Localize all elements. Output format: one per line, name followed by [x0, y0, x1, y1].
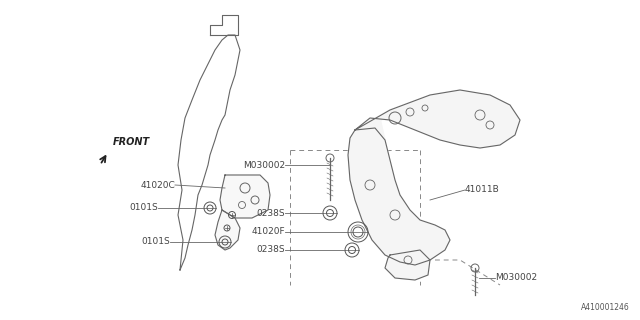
- Text: 0101S: 0101S: [129, 204, 158, 212]
- Text: 41020C: 41020C: [140, 180, 175, 189]
- Text: 0238S: 0238S: [257, 245, 285, 254]
- Text: 0101S: 0101S: [141, 237, 170, 246]
- Text: A410001246: A410001246: [581, 303, 630, 312]
- Text: FRONT: FRONT: [113, 137, 150, 147]
- Polygon shape: [220, 175, 270, 218]
- Text: M030002: M030002: [495, 274, 537, 283]
- Polygon shape: [385, 250, 430, 280]
- Text: M030002: M030002: [243, 161, 285, 170]
- Polygon shape: [215, 210, 240, 250]
- Polygon shape: [348, 128, 450, 265]
- Text: 41011B: 41011B: [465, 186, 500, 195]
- Polygon shape: [355, 90, 460, 200]
- Polygon shape: [355, 90, 520, 148]
- Text: 41020F: 41020F: [252, 228, 285, 236]
- Text: 0238S: 0238S: [257, 209, 285, 218]
